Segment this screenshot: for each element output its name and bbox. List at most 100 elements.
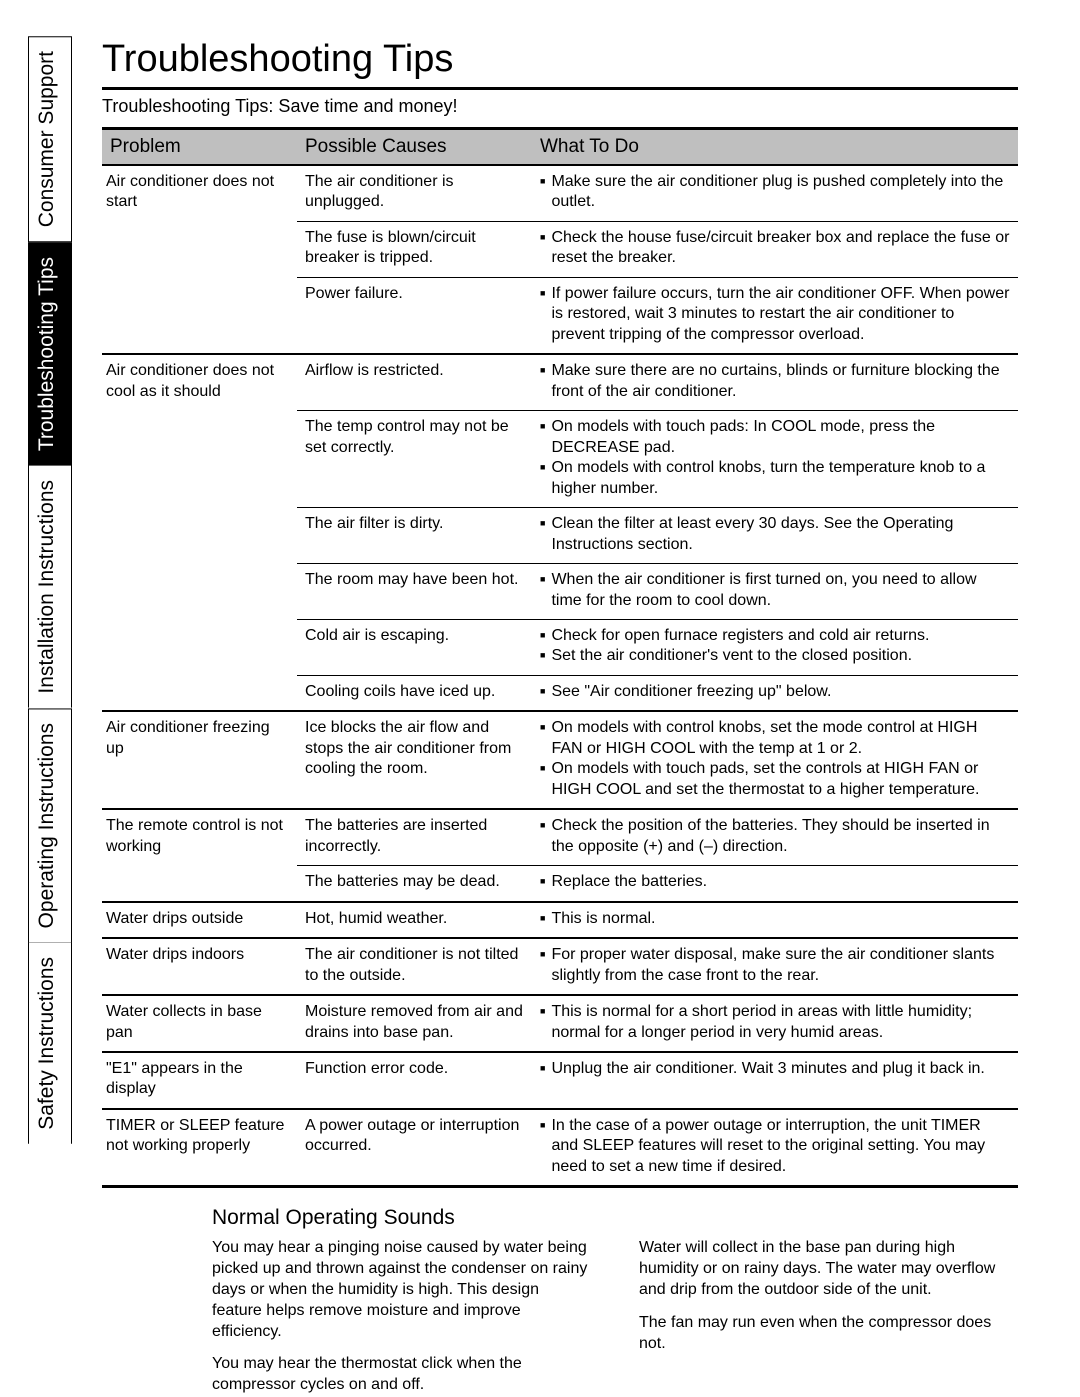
action-cell: This is normal. (532, 903, 1018, 937)
action-cell: If power failure occurs, turn the air co… (532, 277, 1018, 353)
table-row: The remote control is not workingThe bat… (102, 810, 1018, 865)
problem-group: Air conditioner does not startThe air co… (102, 166, 1018, 355)
action-bullet: This is normal. (540, 909, 1010, 929)
table-row: Water collects in base panMoisture remov… (102, 996, 1018, 1051)
action-bullet: On models with touch pads: In COOL mode,… (540, 417, 1010, 458)
action-cell: Replace the batteries. (532, 865, 1018, 900)
problem-cell (102, 277, 297, 353)
action-cell: On models with touch pads: In COOL mode,… (532, 410, 1018, 507)
problem-group: TIMER or SLEEP feature not working prope… (102, 1110, 1018, 1188)
table-row: The air filter is dirty.Clean the filter… (102, 507, 1018, 563)
table-row: Power failure.If power failure occurs, t… (102, 277, 1018, 353)
problem-cell: The remote control is not working (102, 810, 297, 865)
problem-cell (102, 410, 297, 507)
sounds-paragraph: You may hear a pinging noise caused by w… (212, 1238, 591, 1342)
problem-group: The remote control is not workingThe bat… (102, 810, 1018, 902)
cause-cell: Cooling coils have iced up. (297, 675, 532, 710)
table-row: "E1" appears in the displayFunction erro… (102, 1053, 1018, 1108)
problem-cell (102, 507, 297, 563)
problem-group: Water drips outsideHot, humid weather. Th… (102, 903, 1018, 939)
col-header-problem: Problem (102, 130, 297, 164)
action-bullet: Make sure the air conditioner plug is pu… (540, 172, 1010, 213)
cause-cell: Cold air is escaping. (297, 619, 532, 675)
cause-cell: Hot, humid weather. (297, 903, 532, 937)
normal-sounds-section: Normal Operating Sounds You may hear a p… (102, 1206, 1018, 1396)
action-bullet: This is normal for a short period in are… (540, 1002, 1010, 1043)
action-bullet: On models with control knobs, turn the t… (540, 458, 1010, 499)
cause-cell: Ice blocks the air flow and stops the ai… (297, 712, 532, 808)
action-bullet: On models with touch pads, set the contr… (540, 759, 1010, 800)
cause-cell: The batteries may be dead. (297, 865, 532, 900)
table-header-row: Problem Possible Causes What To Do (102, 127, 1018, 166)
action-bullet: When the air conditioner is first turned… (540, 570, 1010, 611)
side-tabs: Safety InstructionsOperating Instruction… (0, 0, 72, 1397)
sounds-columns: You may hear a pinging noise caused by w… (212, 1238, 1018, 1396)
action-cell: Make sure the air conditioner plug is pu… (532, 166, 1018, 221)
action-bullet: Make sure there are no curtains, blinds … (540, 361, 1010, 402)
content-area: Troubleshooting Tips Troubleshooting Tip… (72, 0, 1080, 1397)
action-bullet: For proper water disposal, make sure the… (540, 945, 1010, 986)
cause-cell: The temp control may not be set correctl… (297, 410, 532, 507)
cause-cell: The batteries are inserted incorrectly. (297, 810, 532, 865)
tab-consumer-support[interactable]: Consumer Support (28, 36, 72, 242)
action-cell: In the case of a power outage or interru… (532, 1110, 1018, 1185)
problem-cell: Air conditioner freezing up (102, 712, 297, 808)
table-row: The room may have been hot.When the air … (102, 563, 1018, 619)
problem-cell (102, 221, 297, 277)
table-row: Air conditioner does not startThe air co… (102, 166, 1018, 221)
table-row: TIMER or SLEEP feature not working prope… (102, 1110, 1018, 1185)
troubleshooting-table: Problem Possible Causes What To Do Air c… (102, 127, 1018, 1188)
problem-cell (102, 619, 297, 675)
problem-cell: Air conditioner does not start (102, 166, 297, 221)
table-row: Water drips outsideHot, humid weather. Th… (102, 903, 1018, 937)
cause-cell: A power outage or interruption occurred. (297, 1110, 532, 1185)
tab-installation-instructions[interactable]: Installation Instructions (28, 465, 72, 708)
action-bullet: In the case of a power outage or interru… (540, 1116, 1010, 1177)
table-row: Cooling coils have iced up.See "Air cond… (102, 675, 1018, 710)
table-row: The temp control may not be set correctl… (102, 410, 1018, 507)
action-cell: For proper water disposal, make sure the… (532, 939, 1018, 994)
sounds-paragraph: The fan may run even when the compressor… (639, 1313, 1018, 1355)
table-row: The fuse is blown/circuit breaker is tri… (102, 221, 1018, 277)
problem-cell: Water drips outside (102, 903, 297, 937)
table-row: Air conditioner freezing upIce blocks th… (102, 712, 1018, 808)
tab-safety-instructions[interactable]: Safety Instructions (28, 942, 72, 1144)
col-header-action: What To Do (532, 130, 1018, 164)
page-title: Troubleshooting Tips (102, 38, 1018, 81)
problem-group: Water drips indoorsThe air conditioner i… (102, 939, 1018, 996)
problem-group: Air conditioner does not cool as it shou… (102, 355, 1018, 712)
problem-cell (102, 563, 297, 619)
tab-operating-instructions[interactable]: Operating Instructions (28, 708, 72, 942)
action-bullet: Check the house fuse/circuit breaker box… (540, 228, 1010, 269)
table-row: The batteries may be dead.Replace the ba… (102, 865, 1018, 900)
cause-cell: The air filter is dirty. (297, 507, 532, 563)
action-bullet: Set the air conditioner's vent to the cl… (540, 646, 1010, 666)
col-header-cause: Possible Causes (297, 130, 532, 164)
subtitle: Troubleshooting Tips: Save time and mone… (102, 87, 1018, 117)
problem-group: Water collects in base panMoisture remov… (102, 996, 1018, 1053)
cause-cell: Function error code. (297, 1053, 532, 1108)
action-bullet: If power failure occurs, turn the air co… (540, 284, 1010, 345)
table-row: Cold air is escaping. Check for open furn… (102, 619, 1018, 675)
cause-cell: Power failure. (297, 277, 532, 353)
problem-cell: Water drips indoors (102, 939, 297, 994)
tab-troubleshooting-tips[interactable]: Troubleshooting Tips (28, 242, 72, 465)
action-cell: Clean the filter at least every 30 days.… (532, 507, 1018, 563)
problem-cell: "E1" appears in the display (102, 1053, 297, 1108)
action-cell: Make sure there are no curtains, blinds … (532, 355, 1018, 410)
page: Safety InstructionsOperating Instruction… (0, 0, 1080, 1397)
action-cell: On models with control knobs, set the mo… (532, 712, 1018, 808)
action-cell: This is normal for a short period in are… (532, 996, 1018, 1051)
problem-cell (102, 675, 297, 710)
cause-cell: The air conditioner is not tilted to the… (297, 939, 532, 994)
sounds-col-right: Water will collect in the base pan durin… (639, 1238, 1018, 1396)
action-bullet: Check for open furnace registers and col… (540, 626, 1010, 646)
sounds-heading: Normal Operating Sounds (212, 1206, 1018, 1230)
problem-group: Air conditioner freezing upIce blocks th… (102, 712, 1018, 810)
sounds-paragraph: Water will collect in the base pan durin… (639, 1238, 1018, 1300)
problem-cell: Air conditioner does not cool as it shou… (102, 355, 297, 410)
action-bullet: Clean the filter at least every 30 days.… (540, 514, 1010, 555)
action-cell: When the air conditioner is first turned… (532, 563, 1018, 619)
table-row: Air conditioner does not cool as it shou… (102, 355, 1018, 410)
cause-cell: The fuse is blown/circuit breaker is tri… (297, 221, 532, 277)
